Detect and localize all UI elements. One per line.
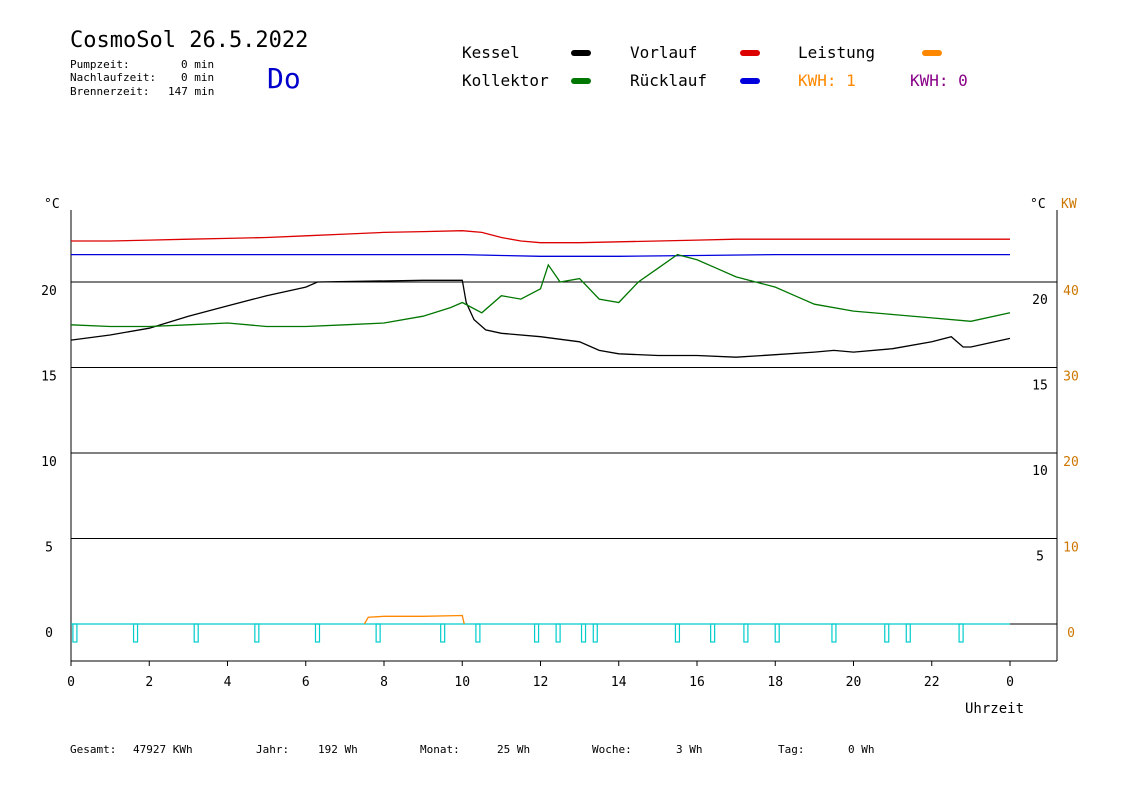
y-tick-label-kw: 40 bbox=[1063, 284, 1079, 299]
x-tick-label: 6 bbox=[302, 675, 310, 690]
pump-pulse bbox=[193, 623, 199, 643]
after-run-time-value: 0 min bbox=[181, 71, 215, 84]
y-tick-label-right: 10 bbox=[1032, 464, 1048, 479]
series-kollektor bbox=[70, 253, 1011, 328]
legend-vorlauf-label: Vorlauf bbox=[630, 43, 698, 62]
chart-axes bbox=[70, 210, 1058, 666]
legend-ruecklauf-label: Rücklauf bbox=[630, 71, 708, 90]
y-tick-label-kw: 0 bbox=[1067, 626, 1075, 641]
pump-pulse bbox=[555, 623, 561, 643]
pump-pulse bbox=[375, 623, 381, 643]
pump-time-label: Pumpzeit: bbox=[70, 58, 130, 71]
week-value: 3 Wh bbox=[676, 743, 703, 756]
legend-leistung-swatch bbox=[922, 50, 942, 56]
legend-kessel-label: Kessel bbox=[462, 43, 520, 62]
y-axis-left-unit: °C bbox=[44, 197, 60, 212]
x-tick-label: 8 bbox=[380, 675, 388, 690]
x-tick-label: 18 bbox=[767, 675, 783, 690]
pump-pulse bbox=[132, 623, 139, 643]
after-run-time-label: Nachlaufzeit: bbox=[70, 71, 157, 84]
y-tick-label-kw: 10 bbox=[1063, 541, 1079, 556]
day-value: 0 Wh bbox=[848, 743, 875, 756]
x-tick-label: 0 bbox=[67, 675, 75, 690]
x-tick-label: 20 bbox=[846, 675, 862, 690]
chart-grid bbox=[71, 281, 1057, 625]
year-value: 192 Wh bbox=[318, 743, 358, 756]
pump-pulse bbox=[580, 623, 587, 643]
y-tick-label-kw: 30 bbox=[1063, 370, 1079, 385]
pump-pulse bbox=[884, 623, 890, 643]
legend-kollektor-swatch bbox=[571, 78, 591, 84]
series-ruecklauf bbox=[71, 253, 1010, 257]
total-value: 47927 KWh bbox=[133, 743, 193, 756]
x-tick-label: 16 bbox=[689, 675, 705, 690]
series-vorlauf bbox=[71, 230, 1010, 244]
pump-pulse bbox=[475, 623, 481, 643]
kwh-solar-value: KWH: 1 bbox=[798, 71, 856, 90]
legend-kessel-swatch bbox=[571, 50, 591, 56]
total-label: Gesamt: bbox=[70, 743, 117, 756]
pump-pulse bbox=[958, 623, 964, 643]
chart-series bbox=[70, 230, 1011, 625]
x-axis-title: Uhrzeit bbox=[965, 701, 1025, 717]
pump-pulse bbox=[743, 623, 749, 643]
y-tick-label-right: 20 bbox=[1032, 293, 1048, 308]
y-tick-label-left: 15 bbox=[41, 370, 57, 385]
burner-time-value: 147 min bbox=[168, 85, 215, 98]
month-label: Monat: bbox=[420, 743, 460, 756]
legend-ruecklauf-swatch bbox=[740, 78, 760, 84]
x-tick-label: 2 bbox=[145, 675, 153, 690]
weekday-label: Do bbox=[267, 62, 301, 95]
series-kessel bbox=[70, 279, 1011, 358]
x-tick-label: 0 bbox=[1006, 675, 1014, 690]
chart-title: CosmoSol 26.5.2022 bbox=[70, 28, 309, 53]
pump-pulse bbox=[774, 623, 780, 643]
y-tick-label-left: 0 bbox=[45, 626, 53, 641]
week-label: Woche: bbox=[592, 743, 632, 756]
y-axis-right-unit: °C bbox=[1030, 197, 1046, 212]
y-tick-label-left: 20 bbox=[41, 284, 57, 299]
legend-kollektor-label: Kollektor bbox=[462, 71, 549, 90]
pump-pulse bbox=[254, 623, 260, 643]
y-axis-kw-unit: KW bbox=[1061, 197, 1077, 212]
burner-time-label: Brennerzeit: bbox=[70, 85, 150, 98]
pump-pulse bbox=[72, 623, 78, 643]
month-value: 25 Wh bbox=[497, 743, 531, 756]
legend-leistung-label: Leistung bbox=[798, 43, 876, 62]
x-tick-label: 4 bbox=[224, 675, 232, 690]
pump-pulse bbox=[710, 623, 716, 643]
y-tick-label-right: 5 bbox=[1036, 550, 1044, 565]
pump-pulses bbox=[71, 623, 1010, 643]
pump-time-value: 0 min bbox=[181, 58, 215, 71]
y-tick-label-left: 5 bbox=[45, 541, 53, 556]
day-label: Tag: bbox=[778, 743, 805, 756]
pump-pulse bbox=[533, 623, 540, 643]
y-tick-label-left: 10 bbox=[41, 455, 57, 470]
pump-pulse bbox=[592, 623, 598, 643]
x-tick-label: 10 bbox=[454, 675, 470, 690]
y-tick-label-kw: 20 bbox=[1063, 455, 1079, 470]
y-tick-label-right: 15 bbox=[1032, 379, 1048, 394]
x-tick-label: 22 bbox=[924, 675, 940, 690]
legend-vorlauf-swatch bbox=[740, 50, 760, 56]
kwh-burner-value: KWH: 0 bbox=[910, 71, 968, 90]
series-leistung bbox=[363, 614, 465, 625]
chart-tick-labels: 0 2 4 6 8 10 12 14 16 18 20 22 0 20 15 10 5 0 20 15 10 5 40 30 2… bbox=[41, 284, 1079, 690]
pump-pulse bbox=[440, 623, 446, 643]
pump-pulse bbox=[905, 623, 911, 643]
pump-pulse bbox=[831, 623, 837, 643]
pump-pulse bbox=[314, 623, 321, 643]
x-tick-label: 14 bbox=[611, 675, 627, 690]
pump-pulse bbox=[674, 623, 681, 643]
x-tick-label: 12 bbox=[533, 675, 549, 690]
year-label: Jahr: bbox=[256, 743, 290, 756]
